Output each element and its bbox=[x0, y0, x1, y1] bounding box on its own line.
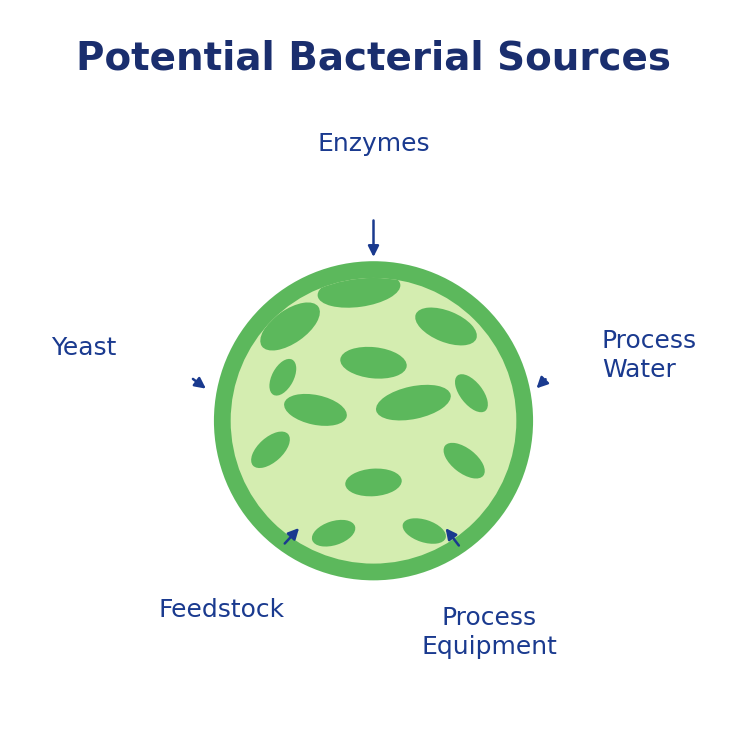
Ellipse shape bbox=[403, 518, 446, 544]
Ellipse shape bbox=[376, 385, 450, 420]
Circle shape bbox=[214, 261, 533, 580]
Ellipse shape bbox=[260, 303, 320, 351]
Ellipse shape bbox=[345, 468, 402, 497]
Ellipse shape bbox=[455, 374, 488, 412]
Text: Feedstock: Feedstock bbox=[158, 599, 285, 622]
Ellipse shape bbox=[415, 308, 477, 346]
Ellipse shape bbox=[251, 431, 290, 468]
Text: Potential Bacterial Sources: Potential Bacterial Sources bbox=[76, 39, 671, 77]
Ellipse shape bbox=[341, 347, 406, 379]
Ellipse shape bbox=[317, 273, 400, 308]
Ellipse shape bbox=[312, 520, 356, 547]
Circle shape bbox=[231, 278, 516, 564]
Text: Yeast: Yeast bbox=[51, 336, 116, 360]
Text: Process
Water: Process Water bbox=[602, 329, 697, 383]
Text: Process
Equipment: Process Equipment bbox=[421, 606, 557, 659]
Ellipse shape bbox=[270, 359, 297, 396]
Text: Enzymes: Enzymes bbox=[317, 132, 430, 156]
Ellipse shape bbox=[284, 394, 347, 426]
Ellipse shape bbox=[444, 443, 485, 479]
